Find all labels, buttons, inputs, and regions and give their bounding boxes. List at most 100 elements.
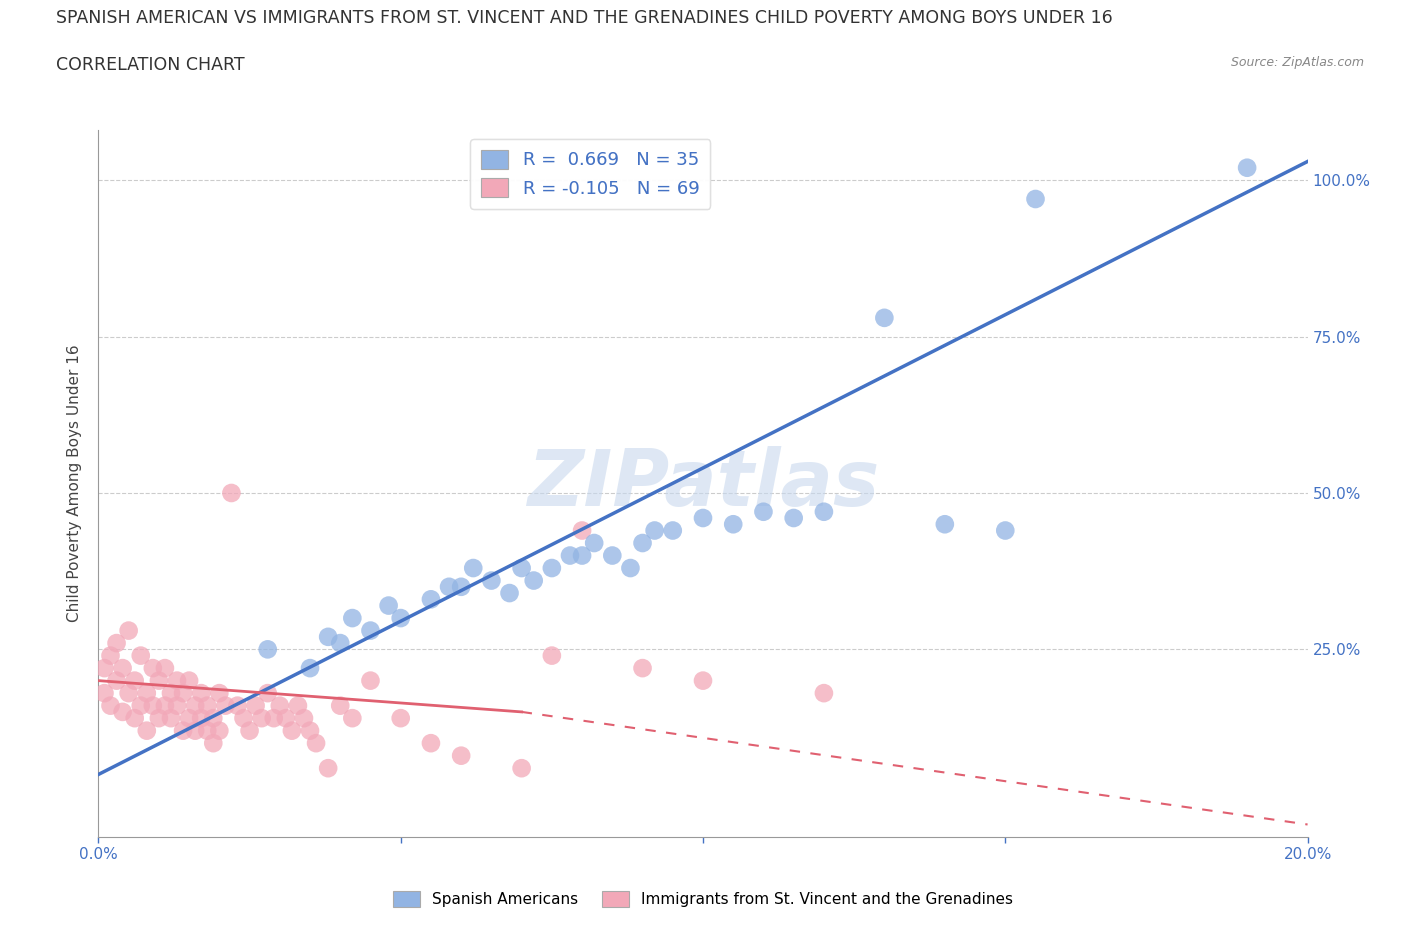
- Point: [129, 648, 152, 663]
- Text: Source: ZipAtlas.com: Source: ZipAtlas.com: [1230, 56, 1364, 69]
- Point: [523, 573, 546, 588]
- Point: [135, 685, 157, 700]
- Point: [179, 673, 201, 688]
- Point: [226, 698, 249, 713]
- Point: [202, 736, 225, 751]
- Point: [256, 685, 278, 700]
- Point: [540, 561, 562, 576]
- Point: [93, 685, 115, 700]
- Point: [153, 698, 176, 713]
- Point: [631, 536, 654, 551]
- Point: [208, 685, 231, 700]
- Point: [281, 724, 304, 738]
- Point: [111, 660, 134, 675]
- Point: [692, 511, 714, 525]
- Point: [100, 648, 122, 663]
- Point: [148, 711, 170, 725]
- Point: [111, 704, 134, 719]
- Point: [662, 523, 685, 538]
- Point: [129, 698, 152, 713]
- Point: [142, 660, 165, 675]
- Point: [299, 660, 322, 675]
- Point: [153, 660, 176, 675]
- Point: [510, 761, 533, 776]
- Point: [583, 536, 606, 551]
- Point: [377, 598, 399, 613]
- Point: [172, 685, 194, 700]
- Point: [239, 724, 262, 738]
- Point: [783, 511, 806, 525]
- Point: [160, 685, 183, 700]
- Point: [305, 736, 328, 751]
- Point: [420, 736, 443, 751]
- Point: [148, 673, 170, 688]
- Point: [498, 586, 520, 601]
- Point: [184, 724, 207, 738]
- Point: [316, 630, 339, 644]
- Point: [631, 660, 654, 675]
- Point: [510, 561, 533, 576]
- Point: [100, 698, 122, 713]
- Point: [692, 673, 714, 688]
- Point: [292, 711, 315, 725]
- Point: [195, 698, 218, 713]
- Point: [232, 711, 254, 725]
- Point: [105, 673, 128, 688]
- Point: [214, 698, 236, 713]
- Point: [135, 724, 157, 738]
- Point: [118, 685, 141, 700]
- Point: [450, 749, 472, 764]
- Text: ZIPatlas: ZIPatlas: [527, 445, 879, 522]
- Point: [190, 711, 212, 725]
- Point: [752, 504, 775, 519]
- Point: [287, 698, 309, 713]
- Point: [166, 698, 188, 713]
- Point: [142, 698, 165, 713]
- Point: [274, 711, 297, 725]
- Point: [263, 711, 285, 725]
- Point: [450, 579, 472, 594]
- Point: [463, 561, 485, 576]
- Point: [342, 611, 364, 626]
- Point: [124, 711, 146, 725]
- Y-axis label: Child Poverty Among Boys Under 16: Child Poverty Among Boys Under 16: [67, 345, 83, 622]
- Legend: Spanish Americans, Immigrants from St. Vincent and the Grenadines: Spanish Americans, Immigrants from St. V…: [387, 884, 1019, 913]
- Point: [245, 698, 267, 713]
- Point: [360, 673, 382, 688]
- Point: [118, 623, 141, 638]
- Point: [250, 711, 273, 725]
- Point: [105, 636, 128, 651]
- Point: [342, 711, 364, 725]
- Point: [994, 523, 1017, 538]
- Point: [202, 711, 225, 725]
- Point: [208, 724, 231, 738]
- Point: [420, 591, 443, 606]
- Point: [558, 548, 581, 563]
- Point: [360, 623, 382, 638]
- Point: [329, 636, 352, 651]
- Point: [93, 660, 115, 675]
- Point: [190, 685, 212, 700]
- Point: [389, 711, 412, 725]
- Point: [571, 523, 593, 538]
- Point: [166, 673, 188, 688]
- Point: [184, 698, 207, 713]
- Point: [619, 561, 641, 576]
- Point: [389, 611, 412, 626]
- Point: [1236, 160, 1258, 175]
- Point: [813, 685, 835, 700]
- Point: [813, 504, 835, 519]
- Point: [481, 573, 503, 588]
- Point: [329, 698, 352, 713]
- Point: [316, 761, 339, 776]
- Point: [172, 724, 194, 738]
- Point: [602, 548, 624, 563]
- Point: [934, 517, 956, 532]
- Point: [195, 724, 218, 738]
- Point: [256, 642, 278, 657]
- Point: [299, 724, 322, 738]
- Point: [221, 485, 243, 500]
- Legend: R =  0.669   N = 35, R = -0.105   N = 69: R = 0.669 N = 35, R = -0.105 N = 69: [470, 140, 710, 208]
- Point: [644, 523, 666, 538]
- Point: [723, 517, 745, 532]
